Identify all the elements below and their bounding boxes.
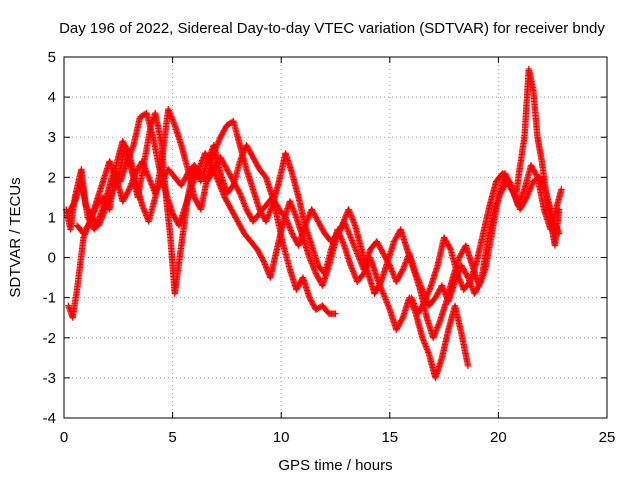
y-tick-label: -2	[43, 330, 56, 347]
data-point	[125, 187, 132, 194]
y-tick-label: -4	[43, 410, 56, 427]
plot-frame	[63, 56, 608, 419]
data-point	[522, 195, 530, 202]
data-point	[70, 199, 78, 206]
data-point	[207, 160, 215, 168]
y-axis-label: SDTVAR / TECUs	[7, 177, 24, 297]
data-point	[332, 310, 339, 317]
y-tick-label: 2	[48, 169, 56, 186]
data-point	[558, 186, 565, 193]
data-point	[533, 172, 540, 180]
y-tick-label: 3	[48, 129, 56, 146]
data-point	[446, 244, 454, 252]
x-tick-label: 20	[490, 429, 507, 446]
series-track-2	[65, 105, 472, 382]
y-tick-label: 1	[48, 209, 56, 226]
x-tick-label: 10	[273, 429, 290, 446]
data-point	[377, 279, 384, 287]
data-points	[62, 65, 565, 382]
data-point	[420, 299, 428, 307]
x-tick-label: 0	[60, 429, 68, 446]
x-tick-label: 15	[381, 429, 398, 446]
data-point	[464, 362, 472, 370]
data-point	[556, 206, 563, 213]
y-tick-label: 5	[48, 49, 56, 66]
data-point	[398, 315, 406, 323]
y-tick-label: -3	[43, 370, 56, 387]
y-tick-label: 4	[48, 89, 56, 106]
x-axis-label: GPS time / hours	[278, 457, 392, 474]
x-tick-label: 25	[599, 429, 616, 446]
y-tick-label: -1	[43, 290, 56, 307]
data-point	[259, 257, 267, 264]
x-tick-label: 5	[168, 429, 176, 446]
series-track-4	[65, 109, 565, 341]
data-point	[398, 267, 406, 275]
y-tick-label: 0	[48, 250, 56, 267]
chart-title: Day 196 of 2022, Sidereal Day-to-day VTE…	[59, 20, 605, 37]
series-track-5	[408, 65, 563, 317]
data-point	[236, 188, 243, 196]
